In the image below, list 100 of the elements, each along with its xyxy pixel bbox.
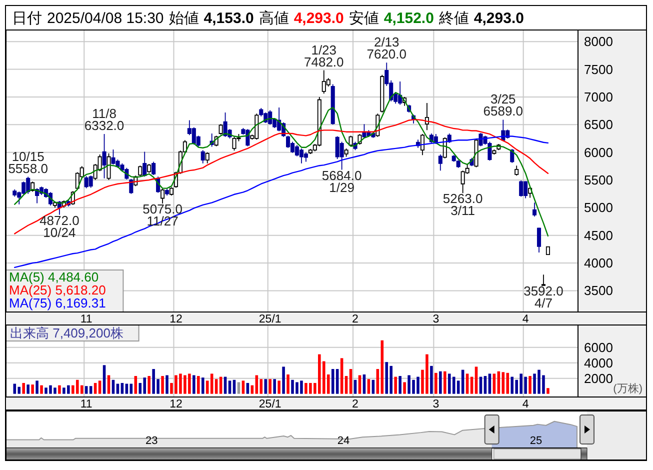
bar (273, 379, 276, 394)
bar (232, 380, 236, 394)
annotation: 10/15 5558.0 (8, 148, 48, 176)
bar (349, 369, 352, 394)
bar (380, 340, 384, 394)
y-tick-label: 7000 (584, 90, 613, 105)
candlestick (134, 175, 138, 187)
bar (430, 366, 433, 394)
bar (385, 362, 388, 394)
bar (488, 374, 492, 394)
bar (197, 376, 200, 394)
candlestick (174, 171, 178, 188)
bar (18, 386, 21, 394)
bar (506, 372, 510, 394)
bar (242, 380, 245, 394)
bar (510, 376, 514, 394)
candlestick (205, 152, 210, 164)
x-tick-label: 23 (146, 435, 158, 447)
candlestick (344, 148, 348, 158)
bar (444, 371, 446, 394)
candlestick (30, 181, 35, 192)
candlestick (142, 151, 147, 178)
bar (484, 376, 487, 394)
y-tick-label: 6500 (584, 117, 613, 132)
x-tick-label: 3 (432, 314, 440, 326)
bar (474, 366, 478, 394)
bar (98, 380, 102, 394)
x-tick-label: 25/1 (258, 314, 282, 326)
candlestick (528, 186, 532, 198)
bar (120, 382, 124, 394)
text: 日付 (12, 10, 42, 27)
bar (134, 376, 138, 394)
bar (367, 379, 370, 394)
candlestick (478, 132, 483, 147)
candlestick (438, 154, 442, 172)
candlestick (317, 96, 322, 147)
candlestick (88, 175, 93, 188)
candlestick (519, 180, 524, 198)
bar (36, 380, 38, 394)
bar (461, 370, 464, 394)
bar (398, 376, 402, 394)
y-axis-title: (万株) (613, 382, 642, 395)
candlestick (420, 134, 424, 156)
bar (237, 382, 240, 394)
candlestick (70, 190, 75, 206)
bar (340, 358, 344, 394)
bar (546, 388, 550, 394)
text: 4,293.0 (294, 10, 344, 27)
text: 2025/04/08 15:30 (47, 10, 164, 27)
bar (26, 384, 30, 394)
candlestick (232, 136, 236, 152)
candlestick (358, 134, 362, 146)
x-tick-label: 4 (522, 314, 530, 326)
bar (22, 382, 25, 394)
candlestick (496, 144, 501, 151)
y-tick-label: 5500 (584, 172, 613, 188)
bar (89, 386, 92, 394)
annotation: 5684.0 1/29 (322, 168, 362, 195)
bar (354, 380, 357, 394)
text: 4,152.0 (384, 10, 434, 27)
chart-title: 出来高 7,409,200株 (10, 326, 124, 340)
y-tick-label: 2000 (584, 370, 613, 386)
y-tick-label: 7500 (584, 62, 613, 77)
x-tick-label: 3 (432, 398, 440, 410)
bar (58, 385, 61, 394)
bar (94, 382, 97, 394)
candlestick (424, 102, 429, 131)
candlestick (514, 165, 519, 176)
y-tick-label: 4500 (584, 228, 613, 243)
candlestick (147, 163, 152, 174)
text: 始値 (168, 10, 199, 27)
bar (166, 375, 168, 394)
bar (125, 384, 128, 394)
bar (102, 365, 106, 394)
bar (403, 382, 406, 394)
text: 4,293.0 (474, 10, 524, 27)
bar (394, 376, 397, 394)
bar (528, 376, 532, 394)
bar (448, 374, 451, 394)
candlestick (376, 113, 380, 138)
candlestick (169, 186, 174, 196)
text: 4,153.0 (204, 10, 254, 27)
bar (278, 380, 280, 394)
annotation: 5263.0 3/11 (442, 191, 483, 218)
y-tick-label: 4000 (584, 355, 613, 370)
bar (31, 384, 34, 394)
bar (502, 372, 505, 394)
text: 高値 (258, 10, 289, 27)
y-tick-label: 6000 (584, 144, 613, 160)
bar (148, 376, 150, 394)
bar (376, 369, 380, 394)
candlestick (474, 138, 478, 168)
bar (268, 379, 272, 394)
candlestick (102, 133, 106, 179)
bar (214, 379, 218, 394)
candlestick (304, 152, 308, 162)
candlestick (52, 201, 57, 208)
bar (130, 384, 133, 394)
candlestick (402, 96, 407, 106)
candlestick (536, 227, 542, 253)
